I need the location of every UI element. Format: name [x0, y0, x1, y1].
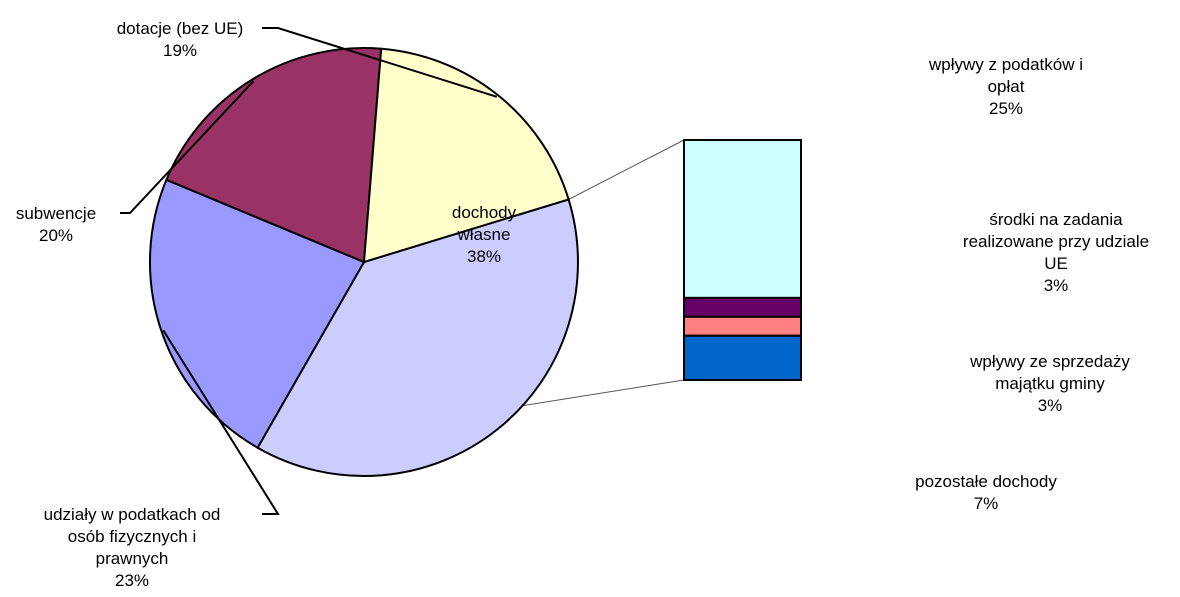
pie-label-0: dochody własne 38% [452, 203, 517, 266]
bar-segment-0 [683, 139, 802, 299]
bar-label-3: pozostałe dochody 7% [915, 472, 1057, 513]
bar-label-0: wpływy z podatków i opłat 25% [928, 55, 1083, 118]
connector-top [568, 139, 685, 200]
bar-label-2: wpływy ze sprzedaży majątku gminy 3% [969, 352, 1130, 415]
bar-label-1: środki na zadania realizowane przy udzial… [963, 210, 1149, 295]
breakdown-bar [683, 139, 802, 381]
pie-label-3: dotacje (bez UE) 19% [117, 19, 244, 60]
pie-label-2: subwencje 20% [16, 204, 96, 245]
pie [148, 47, 579, 477]
bar-segment-3 [683, 334, 802, 381]
pie-slice-3 [362, 47, 570, 264]
leader-lines [120, 27, 498, 515]
leader-2 [120, 80, 255, 214]
bar-segment-1 [683, 296, 802, 318]
leader-3 [262, 27, 498, 98]
pie-slice-1 [148, 178, 366, 450]
pie-slice-2 [165, 47, 383, 264]
pie-slice-0 [256, 198, 579, 477]
bar-segment-2 [683, 315, 802, 337]
leader-1 [162, 329, 280, 515]
labels: dochody własne 38% udziały w podatkach od os… [16, 19, 1149, 590]
